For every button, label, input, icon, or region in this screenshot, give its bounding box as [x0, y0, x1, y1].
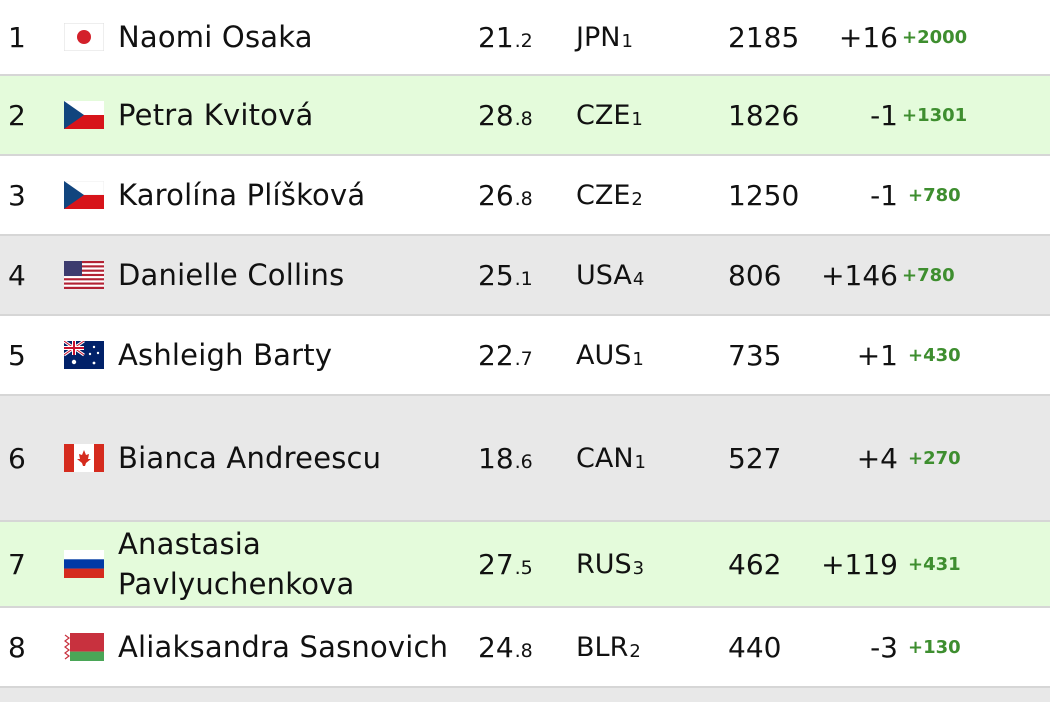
rank-change: +4 [856, 441, 898, 475]
points-gain: +270 [908, 447, 961, 469]
country: RUS 3 [576, 548, 645, 580]
player-name[interactable]: Karolína Plíšková [118, 178, 366, 212]
player-name[interactable]: Ashleigh Barty [118, 338, 333, 372]
rank: 1 [8, 20, 26, 54]
cze-flag-icon [64, 76, 104, 154]
usa-flag-icon [64, 236, 104, 314]
rank-change: -1 [870, 178, 898, 212]
table-row[interactable]: 3 Karolína Plíšková 26.8 CZE 2 1250 -1 +7… [0, 156, 1050, 236]
can-flag-icon [64, 396, 104, 520]
points-gain: +130 [908, 636, 961, 658]
table-row[interactable]: 2 Petra Kvitová 28.8 CZE 1 1826 -1 +1301 [0, 76, 1050, 156]
age: 24.8 [478, 630, 533, 664]
country: AUS 1 [576, 339, 644, 371]
rus-flag-icon [64, 522, 104, 606]
player-name-line1: Anastasia [118, 527, 261, 561]
rank: 3 [8, 178, 26, 212]
age: 27.5 [478, 547, 533, 581]
player-name[interactable]: Aliaksandra Sasnovich [118, 630, 449, 664]
age: 21.2 [478, 20, 533, 54]
rank-change: +146 [821, 258, 898, 292]
rank: 2 [8, 98, 26, 132]
points-gain: +2000 [902, 26, 968, 48]
points: 735 [728, 338, 782, 372]
table-row[interactable]: 5 Ashleigh Barty 22.7 AUS 1 735 +1 +430 [0, 316, 1050, 396]
age: 26.8 [478, 178, 533, 212]
country: JPN 1 [576, 21, 633, 53]
points-gain: +431 [908, 553, 961, 575]
rank: 6 [8, 441, 26, 475]
player-name[interactable]: Bianca Andreescu [118, 441, 382, 475]
player-name[interactable]: Danielle Collins [118, 258, 345, 292]
table-row[interactable]: 7 Anastasia Pavlyuchenkova 27.5 RUS 3 462… [0, 522, 1050, 608]
points: 440 [728, 630, 782, 664]
points-gain: +430 [908, 344, 961, 366]
points: 462 [728, 547, 782, 581]
points: 527 [728, 441, 782, 475]
rank: 7 [8, 547, 26, 581]
table-row[interactable] [0, 688, 1050, 702]
points-gain: +1301 [902, 104, 968, 126]
age: 22.7 [478, 338, 533, 372]
rank: 5 [8, 338, 26, 372]
country: CAN 1 [576, 442, 646, 474]
player-name[interactable]: Anastasia Pavlyuchenkova [118, 522, 355, 606]
rank-change: -3 [870, 630, 898, 664]
country: CZE 2 [576, 179, 643, 211]
country: CZE 1 [576, 99, 643, 131]
cze-flag-icon [64, 156, 104, 234]
age: 18.6 [478, 441, 533, 475]
points: 1826 [728, 98, 800, 132]
points-gain: +780 [908, 184, 961, 206]
rank-change: -1 [870, 98, 898, 132]
country: USA 4 [576, 259, 645, 291]
blr-flag-icon [64, 608, 104, 686]
rank: 4 [8, 258, 26, 292]
rank-change: +16 [838, 20, 898, 54]
player-name[interactable]: Naomi Osaka [118, 20, 313, 54]
jpn-flag-icon [64, 0, 104, 74]
table-row[interactable]: 6 Bianca Andreescu 18.6 CAN 1 527 +4 +270 [0, 396, 1050, 522]
player-name-line2: Pavlyuchenkova [118, 567, 355, 601]
player-name[interactable]: Petra Kvitová [118, 98, 314, 132]
points-gain: +780 [902, 264, 955, 286]
points: 2185 [728, 20, 800, 54]
rank-change: +1 [856, 338, 898, 372]
rank-change: +119 [821, 547, 898, 581]
points: 1250 [728, 178, 800, 212]
table-row[interactable]: 1 Naomi Osaka 21.2 JPN 1 2185 +16 +2000 [0, 0, 1050, 76]
age: 25.1 [478, 258, 533, 292]
points: 806 [728, 258, 782, 292]
rank: 8 [8, 630, 26, 664]
table-row[interactable]: 8 Aliaksandra Sasnovich 24.8 BLR 2 440 -3… [0, 608, 1050, 688]
country: BLR 2 [576, 631, 641, 663]
aus-flag-icon [64, 316, 104, 394]
age: 28.8 [478, 98, 533, 132]
table-row[interactable]: 4 Danielle Collins 25.1 USA 4 806 +146 +7… [0, 236, 1050, 316]
